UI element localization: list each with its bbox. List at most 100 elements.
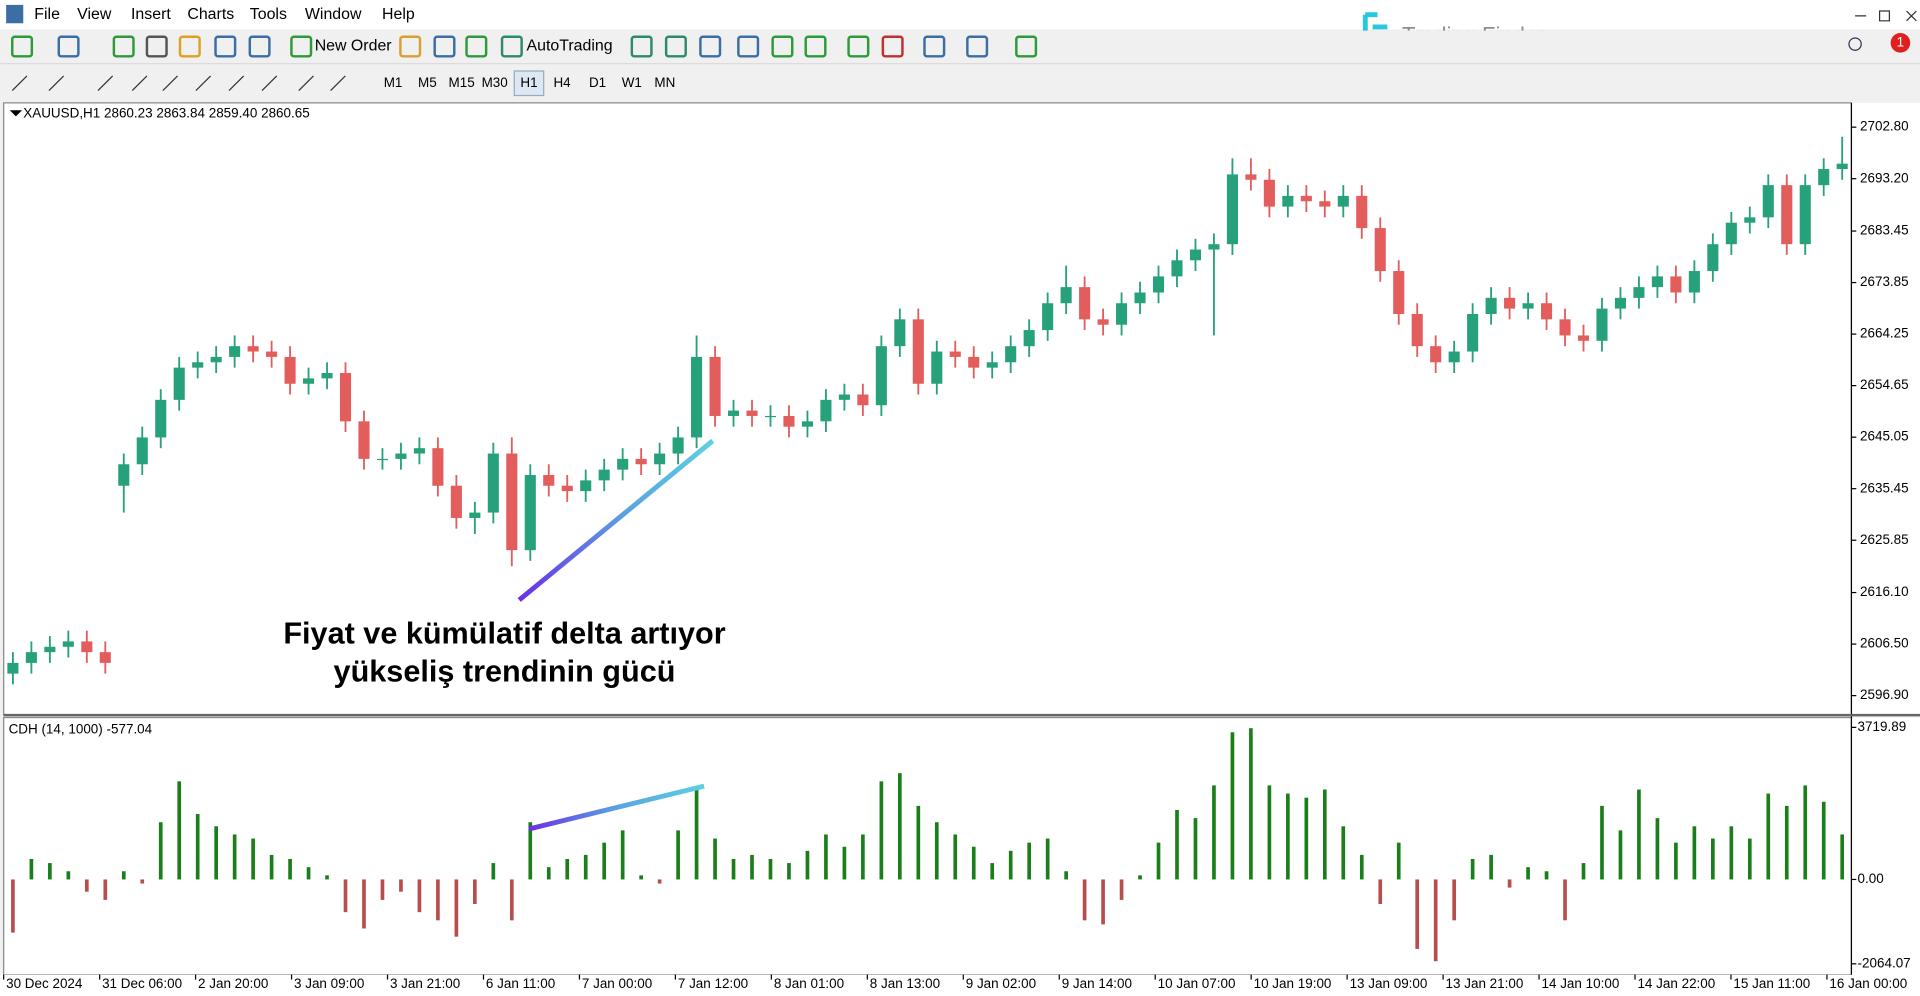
y-tick-label: 3719.89 — [1858, 719, 1907, 734]
candle-body — [1596, 308, 1608, 341]
toolbar-icon[interactable] — [290, 35, 313, 58]
collapse-arrow[interactable] — [9, 110, 23, 117]
delta-bar — [620, 830, 625, 880]
drawing-tool[interactable] — [195, 75, 212, 92]
delta-bar — [1341, 826, 1346, 880]
delta-bar — [1064, 871, 1068, 880]
candle-body — [487, 453, 499, 513]
candle-body — [1023, 330, 1035, 347]
toolbar-icon[interactable] — [966, 35, 989, 58]
y-tick-label: 2596.90 — [1860, 687, 1909, 702]
candle-body — [229, 346, 241, 357]
timeframe-button[interactable]: W1 — [622, 75, 642, 90]
menu-item[interactable]: Tools — [250, 6, 287, 23]
candle-body — [1393, 271, 1405, 314]
delta-bar — [842, 846, 847, 880]
timeframe-button[interactable]: M30 — [482, 75, 508, 90]
chart-header: XAUUSD,H1 2860.23 2863.84 2859.40 2860.6… — [23, 105, 309, 120]
timeframe-button[interactable]: D1 — [589, 75, 606, 90]
candle-body — [1799, 185, 1811, 245]
search-icon[interactable] — [1848, 37, 1862, 51]
candle-body — [1670, 276, 1682, 293]
window-controls[interactable] — [1855, 10, 1917, 22]
candle-body — [949, 351, 961, 357]
toolbar-icon[interactable] — [881, 35, 904, 58]
price-axis — [1851, 102, 1920, 716]
candle-body — [1060, 287, 1072, 304]
indicator-pane — [3, 716, 1853, 976]
delta-bar — [306, 867, 311, 880]
toolbar-icon[interactable] — [664, 35, 687, 58]
drawing-tool[interactable] — [48, 75, 65, 92]
drawing-tool[interactable] — [97, 75, 114, 92]
new-order-button[interactable]: New Order — [315, 38, 393, 55]
x-tick-label: 14 Jan 22:00 — [1637, 976, 1715, 991]
toolbar-icon[interactable] — [465, 35, 488, 58]
menu-item[interactable]: Help — [382, 6, 415, 23]
toolbar-icon[interactable] — [145, 35, 168, 58]
delta-bar — [1544, 871, 1549, 880]
timeframe-button[interactable]: M1 — [384, 75, 403, 90]
delta-bar — [657, 879, 662, 884]
toolbar-icon[interactable] — [214, 35, 237, 58]
candle-body — [1430, 346, 1442, 363]
delta-bar — [528, 822, 533, 880]
delta-bar — [990, 863, 995, 880]
toolbar-icon[interactable] — [630, 35, 653, 58]
toolbar-icon[interactable] — [433, 35, 456, 58]
toolbar-icon[interactable] — [11, 35, 34, 58]
drawing-tool[interactable] — [162, 75, 178, 92]
notification-badge[interactable] — [1890, 33, 1911, 53]
timeframe-button[interactable]: H1 — [520, 75, 537, 90]
delta-bar — [1008, 850, 1013, 880]
drawing-tool[interactable] — [228, 75, 245, 92]
timeframe-button[interactable]: MN — [654, 75, 675, 90]
delta-bar — [565, 859, 570, 880]
autotrading-button[interactable]: AutoTrading — [527, 38, 613, 55]
toolbar-icon[interactable] — [923, 35, 946, 58]
toolbar-icon[interactable] — [399, 35, 422, 58]
toolbar-icon[interactable] — [804, 35, 827, 58]
delta-bar — [1322, 789, 1327, 880]
candle-body — [1577, 335, 1590, 341]
menu-bar — [0, 0, 1920, 30]
menu-item[interactable]: Charts — [187, 6, 234, 23]
candle-body — [1171, 260, 1183, 277]
delta-bar — [362, 879, 366, 929]
delta-bar — [1082, 879, 1087, 921]
drawing-tool[interactable] — [298, 75, 314, 92]
timeframe-button[interactable]: M5 — [418, 75, 437, 90]
delta-bar — [1729, 826, 1734, 880]
drawing-tool[interactable] — [261, 75, 278, 92]
drawing-tool[interactable] — [131, 75, 148, 92]
menu-item[interactable]: View — [77, 6, 112, 23]
app-icon — [6, 4, 24, 24]
timeframe-active[interactable] — [513, 70, 545, 97]
toolbar-icon[interactable] — [178, 35, 201, 58]
toolbar-icon[interactable] — [699, 35, 722, 58]
candle-body — [580, 480, 592, 492]
drawing-tool[interactable] — [330, 75, 346, 92]
drawing-tool[interactable] — [11, 75, 28, 92]
x-tick-label: 13 Jan 21:00 — [1446, 976, 1524, 991]
timeframe-button[interactable]: H4 — [553, 75, 571, 90]
toolbar-icon[interactable] — [771, 35, 794, 58]
toolbar-icon[interactable] — [57, 35, 80, 58]
toolbar-icon[interactable] — [737, 35, 760, 58]
menu-item[interactable]: Window — [305, 6, 362, 23]
x-tick-label: 9 Jan 02:00 — [966, 976, 1036, 991]
toolbar-icon[interactable] — [112, 35, 135, 58]
candle-body — [1411, 313, 1423, 347]
candle-body — [1541, 303, 1553, 320]
candle-body — [506, 453, 518, 551]
toolbar-icon[interactable] — [1015, 35, 1038, 58]
delta-bar — [288, 859, 292, 880]
toolbar-icon[interactable] — [847, 35, 870, 58]
delta-bar — [713, 838, 717, 880]
menu-item[interactable]: Insert — [131, 6, 171, 23]
menu-item[interactable]: File — [34, 6, 60, 23]
timeframe-button[interactable]: M15 — [449, 75, 475, 90]
toolbar-icon[interactable] — [248, 35, 271, 58]
toolbar-icon[interactable] — [500, 35, 523, 58]
